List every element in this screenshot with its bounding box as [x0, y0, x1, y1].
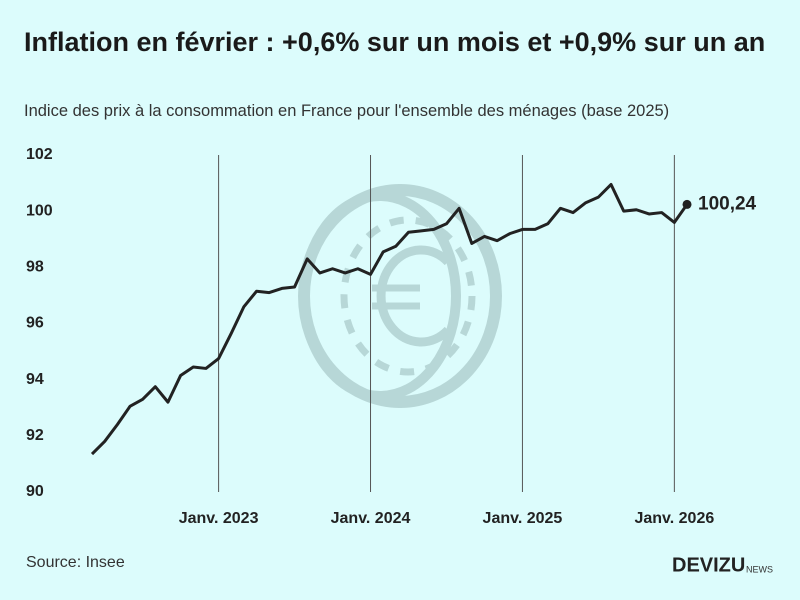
source: Source: Insee — [26, 554, 125, 571]
y-tick-label: 94 — [26, 371, 44, 388]
line-series — [90, 182, 689, 456]
y-tick-label: 98 — [26, 259, 44, 276]
end-point — [682, 199, 692, 209]
x-tick-label: Janv. 2025 — [483, 510, 563, 527]
x-tick-label: Janv. 2024 — [331, 510, 411, 527]
y-tick-label: 92 — [26, 427, 44, 444]
y-tick-label: 102 — [26, 146, 53, 163]
chart-title: Inflation en février : +0,6% sur un mois… — [24, 27, 766, 57]
chart-subtitle: Indice des prix à la consommation en Fra… — [24, 102, 670, 120]
brand: DEVIZU — [672, 554, 745, 576]
y-tick-label: 90 — [26, 483, 44, 500]
brand-suffix: NEWS — [746, 564, 773, 574]
x-tick-label: Janv. 2026 — [634, 510, 714, 527]
y-tick-label: 96 — [26, 315, 44, 332]
y-tick-label: 100 — [26, 202, 53, 219]
watermark-coin — [298, 184, 502, 408]
x-tick-label: Janv. 2023 — [179, 510, 259, 527]
value-label: 100,24 — [698, 193, 757, 214]
